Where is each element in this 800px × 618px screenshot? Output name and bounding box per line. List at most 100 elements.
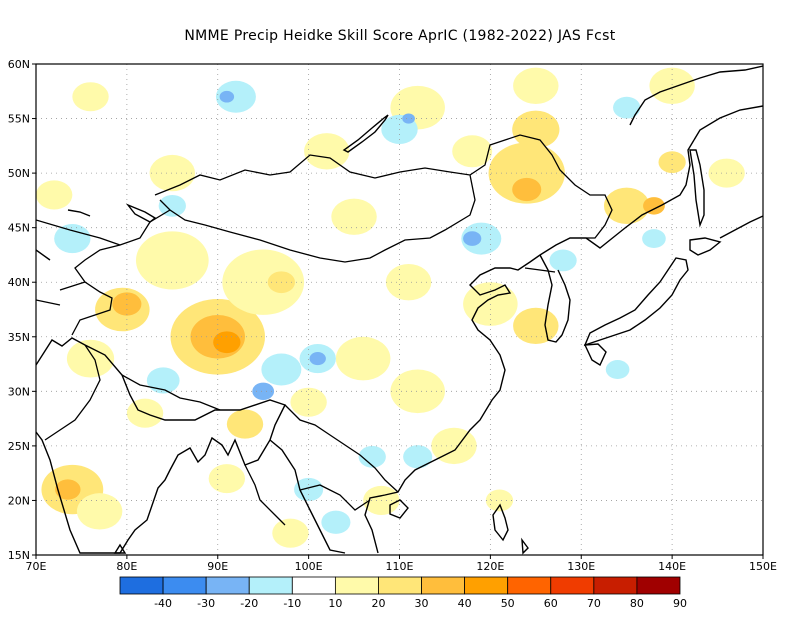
skill-patch bbox=[304, 133, 350, 170]
coastline-japan-kyushu bbox=[583, 343, 607, 367]
latitude-tick-label: 60N bbox=[8, 58, 30, 71]
map-gridlines bbox=[36, 64, 763, 555]
coastline-okhotsk-north bbox=[629, 65, 763, 126]
skill-patch bbox=[252, 382, 275, 401]
skill-patch bbox=[390, 369, 445, 414]
skill-patch bbox=[226, 409, 264, 439]
skill-patch bbox=[658, 151, 686, 174]
colorbar-swatch bbox=[334, 576, 379, 595]
skill-patch bbox=[358, 445, 386, 468]
coastline-japan-honshu bbox=[583, 257, 689, 347]
skill-patch bbox=[213, 331, 241, 354]
longitude-tick-label: 110E bbox=[386, 560, 414, 573]
skill-patch bbox=[549, 249, 577, 272]
skill-patch bbox=[461, 222, 502, 255]
colorbar-swatch bbox=[593, 576, 638, 595]
colorbar-label: -40 bbox=[154, 597, 172, 610]
longitude-tick-label: 100E bbox=[295, 560, 323, 573]
skill-patch bbox=[403, 445, 433, 469]
border-central-asia bbox=[36, 219, 121, 306]
skill-patch bbox=[513, 307, 559, 345]
longitude-tick-label: 120E bbox=[476, 560, 504, 573]
colorbar-label: 60 bbox=[544, 597, 558, 610]
colorbar-swatch bbox=[162, 576, 207, 595]
colorbar-swatch bbox=[291, 576, 336, 595]
latitude-tick-label: 25N bbox=[8, 440, 30, 453]
coastline-korea bbox=[539, 254, 571, 343]
colorbar-legend: -40 -30 -20 -10 10 20 30 40 50 60 70 80 90 bbox=[119, 576, 687, 610]
skill-patch bbox=[402, 113, 415, 124]
border-himalaya bbox=[121, 374, 221, 411]
skill-patch bbox=[72, 82, 109, 112]
skill-patch bbox=[55, 479, 81, 500]
coastline-indochina bbox=[269, 139, 695, 554]
skill-patch bbox=[290, 387, 327, 417]
skill-patch bbox=[335, 336, 391, 381]
coastline-asia-mainland bbox=[36, 337, 286, 554]
colorbar-swatch bbox=[507, 576, 552, 595]
coastline-kamchatka-okhotsk bbox=[693, 105, 763, 141]
skill-patch bbox=[261, 353, 302, 386]
latitude-tick-label: 45N bbox=[8, 222, 30, 235]
colorbar-swatch bbox=[248, 576, 293, 595]
skill-patch bbox=[603, 187, 650, 225]
colorbar-swatch bbox=[550, 576, 595, 595]
latitude-axis: 15N 20N 25N 30N 35N 40N 45N 50N 55N 60N bbox=[8, 58, 36, 562]
political-borders bbox=[36, 134, 613, 526]
latitude-tick-label: 20N bbox=[8, 494, 30, 507]
skill-patch bbox=[605, 360, 630, 379]
longitude-axis: 70E 80E 90E 100E 110E 120E 130E 140E 150E bbox=[26, 555, 777, 573]
skill-patch bbox=[208, 464, 246, 494]
colorbar-swatch bbox=[636, 576, 681, 595]
coastline-sakhalin bbox=[689, 149, 705, 228]
latitude-tick-label: 40N bbox=[8, 276, 30, 289]
colorbar-label: 20 bbox=[371, 597, 385, 610]
coastline-hainan bbox=[389, 499, 409, 519]
skill-patch bbox=[149, 154, 196, 192]
border-south-china bbox=[284, 404, 399, 493]
border-china-west bbox=[71, 209, 171, 336]
skill-patch bbox=[331, 198, 377, 235]
longitude-tick-label: 130E bbox=[567, 560, 595, 573]
colorbar-label: 70 bbox=[587, 597, 601, 610]
skill-patch bbox=[222, 249, 305, 315]
skill-patch bbox=[512, 177, 542, 202]
longitude-tick-label: 150E bbox=[749, 560, 777, 573]
colorbar-label: 40 bbox=[458, 597, 472, 610]
coastline-taiwan bbox=[492, 503, 509, 542]
skill-patch bbox=[135, 231, 209, 290]
coastlines bbox=[36, 65, 763, 555]
skill-patch bbox=[215, 80, 256, 113]
colorbar-swatch bbox=[119, 576, 164, 595]
coastline-japan-hokkaido bbox=[689, 237, 722, 256]
skill-patch bbox=[309, 352, 326, 366]
skill-patch bbox=[158, 194, 186, 217]
colorbar-label: -30 bbox=[197, 597, 215, 610]
skill-patch bbox=[54, 224, 91, 254]
coastline-philippines-north bbox=[521, 537, 529, 555]
caspian-aral bbox=[36, 209, 91, 261]
colorbar-swatch bbox=[464, 576, 509, 595]
skill-patch bbox=[649, 67, 695, 104]
skill-patch bbox=[643, 197, 665, 215]
border-southeast-asia bbox=[244, 464, 371, 526]
skill-patch bbox=[485, 489, 514, 512]
skill-patch bbox=[452, 135, 493, 168]
latitude-tick-label: 50N bbox=[8, 167, 30, 180]
colorbar-label: 10 bbox=[328, 597, 342, 610]
longitude-tick-label: 90E bbox=[207, 560, 228, 573]
skill-patch bbox=[463, 231, 482, 246]
skill-patch bbox=[321, 510, 351, 534]
colorbar-label: 90 bbox=[673, 597, 687, 610]
skill-patch bbox=[512, 110, 560, 149]
colorbar-swatch bbox=[378, 576, 422, 595]
longitude-tick-label: 70E bbox=[26, 560, 47, 573]
skill-patch bbox=[219, 90, 235, 103]
longitude-tick-label: 80E bbox=[116, 560, 137, 573]
border-india-pakistan bbox=[44, 344, 101, 441]
skill-patch bbox=[385, 264, 432, 301]
latitude-tick-label: 30N bbox=[8, 385, 30, 398]
map-title: NMME Precip Heidke Skill Score AprIC (19… bbox=[184, 28, 616, 44]
colorbar-label: -20 bbox=[240, 597, 258, 610]
